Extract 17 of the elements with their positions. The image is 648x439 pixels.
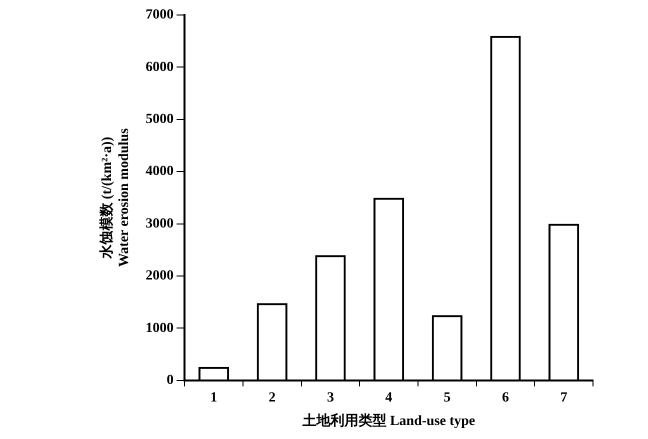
y-tick-label: 4000 [146,164,174,180]
x-tick-label: 7 [560,390,568,406]
y-tick-label: 3000 [146,216,174,232]
y-tick-label: 7000 [146,8,174,23]
x-tick-label: 6 [502,390,509,406]
x-tick-label: 3 [326,390,334,406]
y-tick-label: 2000 [146,268,174,284]
y-tick-label: 1000 [146,320,174,336]
x-tick-label: 1 [210,390,218,406]
y-axis-title: 水蚀模数 (t/(km²·a)) Water erosion modulus [99,128,132,268]
x-tick-label: 5 [444,390,451,406]
y-tick-label: 5000 [146,112,174,128]
y-tick-label: 6000 [146,60,174,75]
x-tick-label: 4 [385,390,392,406]
x-axis-title: 土地利用类型 Land-use type [301,413,476,430]
y-tick-label: 0 [166,373,174,388]
x-tick-label: 2 [268,390,276,406]
